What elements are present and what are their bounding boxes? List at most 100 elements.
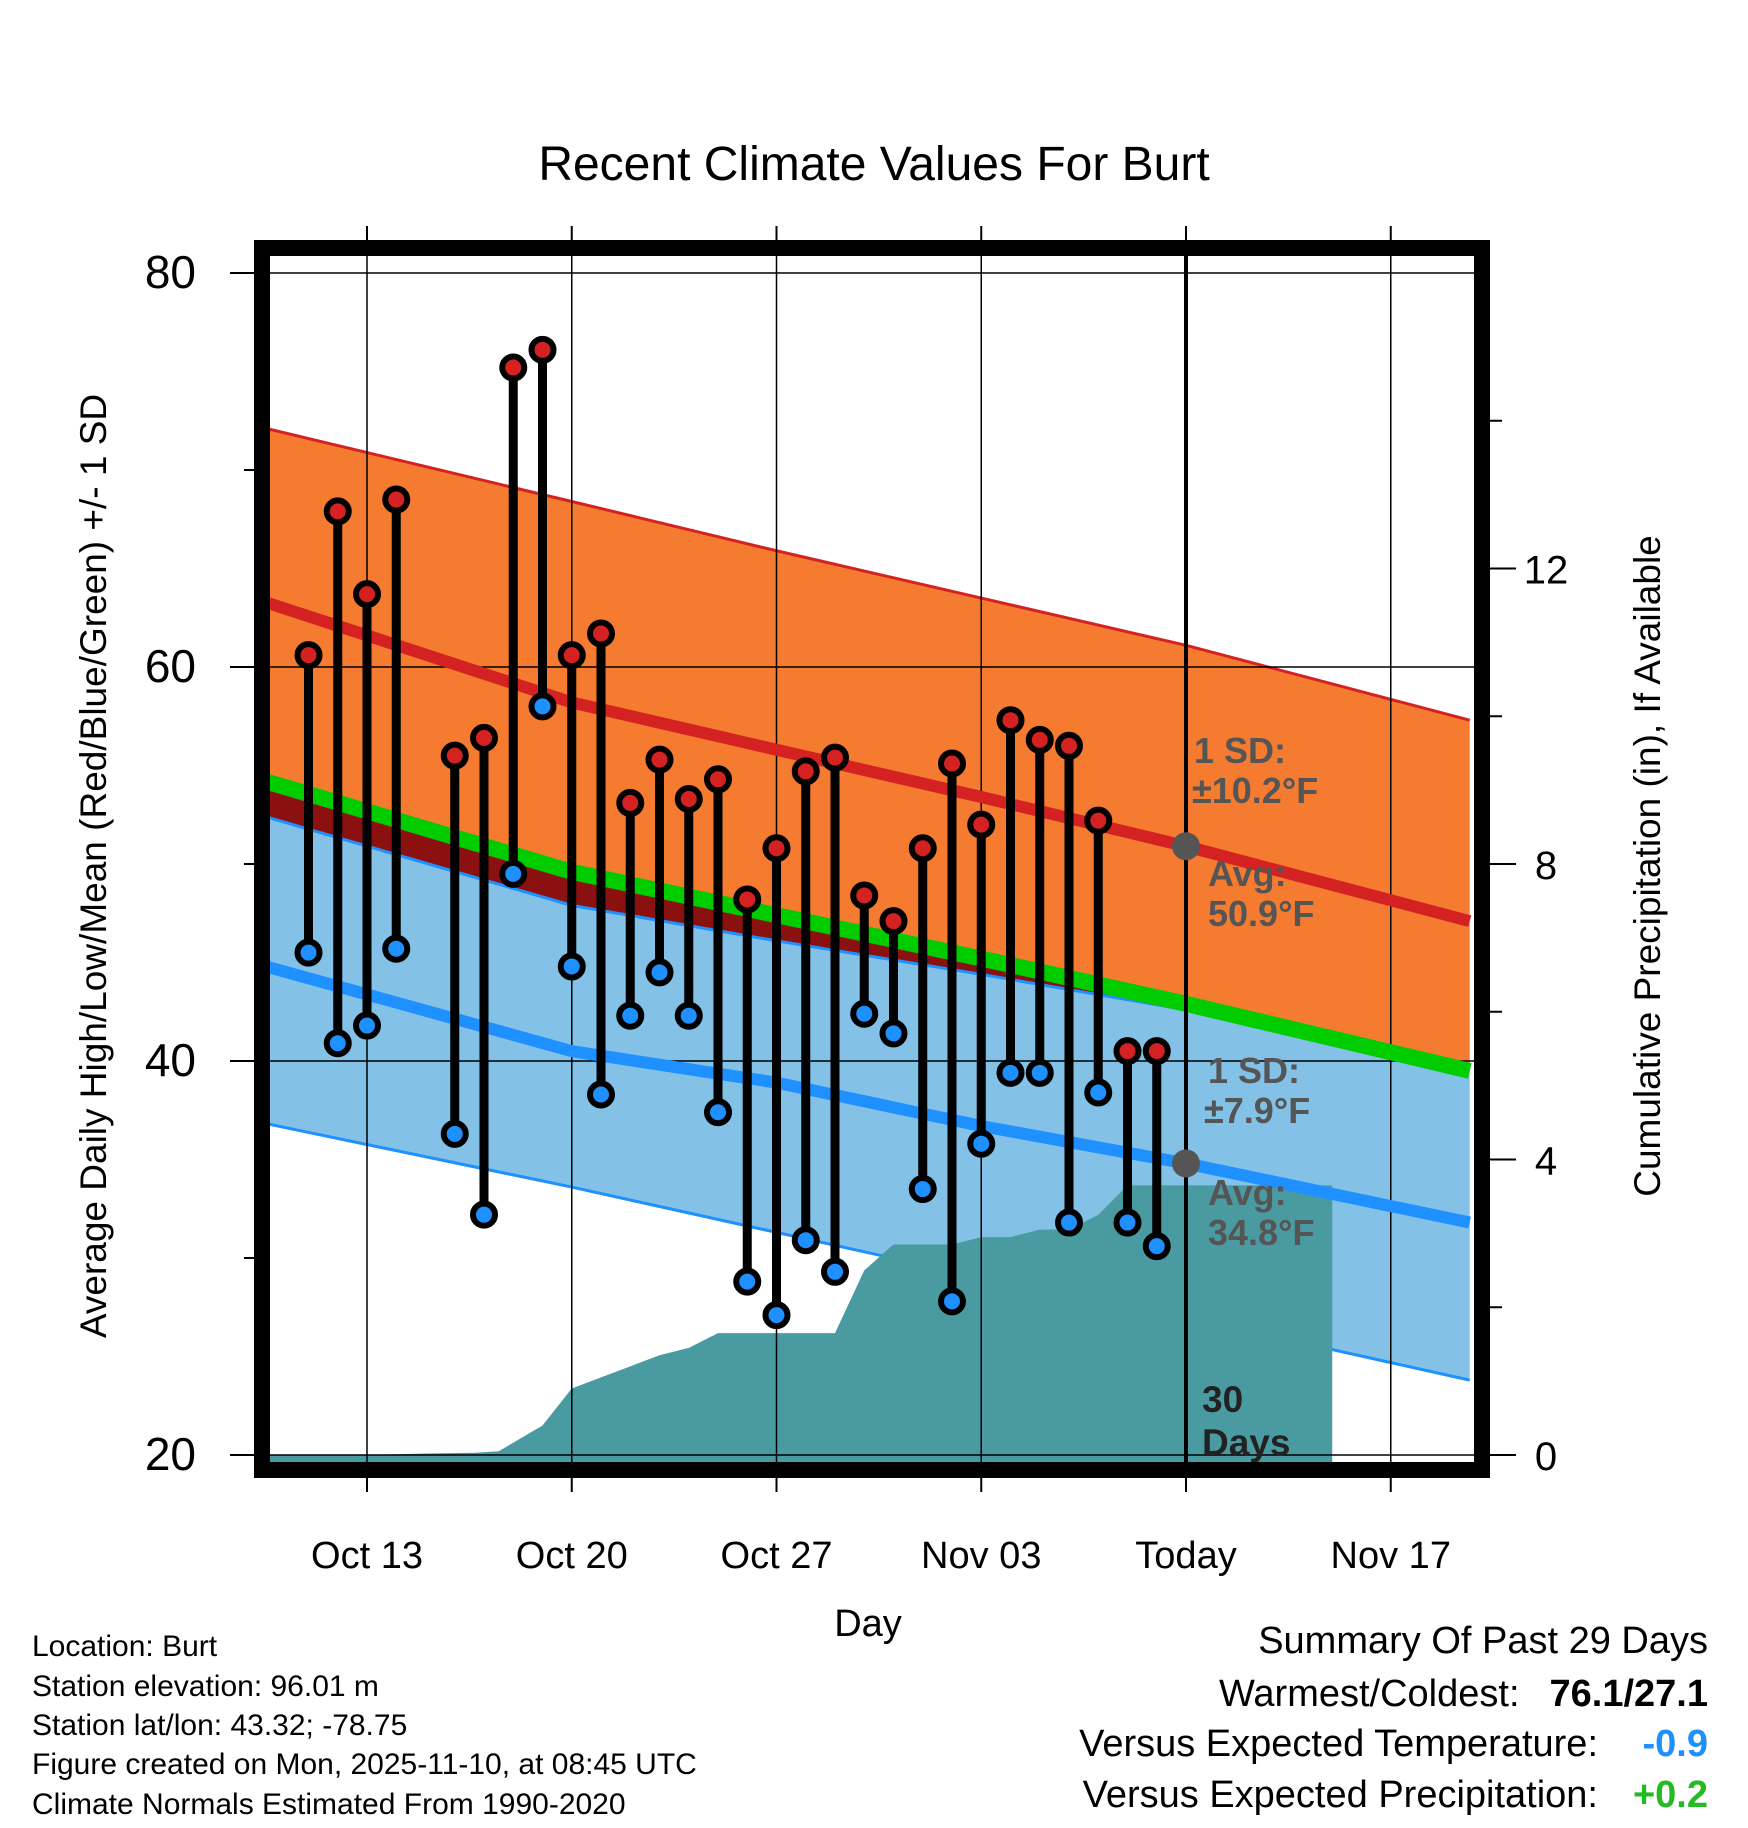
obs-high-point bbox=[674, 784, 703, 813]
window-number: 30 bbox=[1202, 1379, 1243, 1420]
temp-anomaly-label: Versus Expected Temperature: bbox=[1079, 1723, 1598, 1765]
summary-warmest-row: Warmest/Coldest: 76.1/27.1 bbox=[1219, 1673, 1708, 1716]
obs-high-point bbox=[323, 497, 352, 526]
obs-low-point bbox=[821, 1257, 849, 1286]
obs-high-point bbox=[557, 641, 586, 670]
obs-low-point bbox=[762, 1301, 791, 1330]
temp-anomaly-value: -0.9 bbox=[1642, 1723, 1708, 1765]
obs-high-point bbox=[616, 788, 645, 817]
obs-high-point bbox=[733, 885, 762, 914]
obs-low-point bbox=[528, 692, 557, 721]
obs-low-point bbox=[938, 1287, 966, 1316]
high-sd-label: 1 SD: bbox=[1194, 730, 1286, 771]
obs-high-point bbox=[1142, 1037, 1171, 1066]
obs-low-point bbox=[382, 934, 411, 963]
mean-normal-line bbox=[262, 771, 1472, 1079]
y-tick-label: 20 bbox=[145, 1428, 196, 1480]
obs-high-point bbox=[850, 881, 879, 910]
obs-high-point bbox=[1055, 731, 1083, 760]
y-tick-label: 40 bbox=[145, 1034, 196, 1086]
obs-low-point bbox=[967, 1129, 996, 1158]
x-tick-label: Oct 27 bbox=[721, 1535, 833, 1577]
high-avg-label: Avg: bbox=[1208, 853, 1287, 894]
obs-low-point bbox=[470, 1200, 498, 1229]
created-label: Figure created on Mon, 2025-11-10, at 08… bbox=[32, 1748, 697, 1781]
y2-tick-label: 4 bbox=[1535, 1140, 1557, 1184]
precip-area bbox=[262, 1185, 1333, 1470]
obs-high-point bbox=[294, 641, 323, 670]
high-avg-value: 50.9°F bbox=[1208, 893, 1314, 934]
obs-low-point bbox=[1084, 1078, 1113, 1107]
obs-low-point bbox=[616, 1001, 645, 1030]
obs-high-point bbox=[645, 745, 674, 774]
obs-low-point bbox=[791, 1226, 820, 1255]
y-tick-label: 80 bbox=[145, 246, 196, 298]
summary-precip-row: Versus Expected Precipitation: +0.2 bbox=[1083, 1774, 1708, 1817]
obs-low-point bbox=[499, 859, 528, 888]
latlon-label: Station lat/lon: 43.32; -78.75 bbox=[32, 1709, 408, 1742]
obs-high-point bbox=[762, 834, 791, 863]
y-axis-label: Average Daily High/Low/Mean (Red/Blue/Gr… bbox=[73, 394, 114, 1338]
obs-low-point bbox=[557, 952, 586, 981]
low-normal-line bbox=[262, 959, 1471, 1229]
obs-low-point bbox=[645, 958, 674, 987]
x-tick-label: Nov 17 bbox=[1331, 1535, 1451, 1577]
obs-low-point bbox=[323, 1029, 352, 1058]
high-normal-line bbox=[262, 594, 1472, 927]
x-axis-label: Day bbox=[834, 1603, 902, 1645]
y2-tick-label: 0 bbox=[1535, 1435, 1557, 1479]
plot-frame bbox=[254, 240, 1490, 1478]
high-sd-upper-edge bbox=[262, 425, 1471, 722]
obs-high-point bbox=[938, 749, 966, 778]
obs-low-point bbox=[1113, 1208, 1142, 1237]
low-sd-label: 1 SD: bbox=[1208, 1050, 1300, 1091]
window-label: Days bbox=[1202, 1422, 1290, 1463]
obs-low-point bbox=[908, 1175, 937, 1204]
obs-high-point bbox=[791, 757, 820, 786]
location-label: Location: Burt bbox=[32, 1630, 218, 1663]
high-sd-value: ±10.2°F bbox=[1192, 770, 1318, 811]
obs-low-point bbox=[879, 1019, 908, 1048]
y2-tick-label: 8 bbox=[1535, 844, 1557, 888]
x-tick-label: Oct 20 bbox=[516, 1535, 628, 1577]
high-sd-band bbox=[262, 427, 1470, 1071]
warmest-label: Warmest/Coldest: bbox=[1218, 1673, 1520, 1715]
precip-anomaly-value: +0.2 bbox=[1632, 1774, 1708, 1816]
today-high-normal-marker bbox=[1172, 832, 1200, 861]
obs-high-point bbox=[499, 353, 528, 382]
obs-high-point bbox=[382, 485, 411, 514]
obs-high-point bbox=[440, 741, 469, 770]
y2-axis-label: Cumulative Precipitation (in), If Availa… bbox=[1627, 535, 1668, 1197]
obs-high-point bbox=[821, 743, 849, 772]
obs-high-point bbox=[470, 723, 498, 752]
x-tick-label: Nov 03 bbox=[921, 1535, 1041, 1577]
obs-low-point bbox=[704, 1098, 732, 1127]
obs-low-point bbox=[1055, 1208, 1083, 1237]
low-avg-label: Avg: bbox=[1208, 1172, 1287, 1213]
obs-high-point bbox=[704, 765, 732, 794]
obs-high-point bbox=[908, 834, 937, 863]
obs-high-point bbox=[1025, 725, 1054, 754]
obs-low-point bbox=[294, 938, 323, 967]
obs-low-point bbox=[674, 1001, 703, 1030]
obs-low-point bbox=[440, 1119, 469, 1148]
y-tick-label: 60 bbox=[145, 640, 196, 692]
obs-low-point bbox=[353, 1011, 381, 1040]
today-low-normal-marker bbox=[1172, 1149, 1200, 1178]
obs-low-point bbox=[850, 999, 879, 1028]
obs-high-point bbox=[996, 706, 1025, 735]
obs-high-point bbox=[1084, 806, 1113, 835]
low-sd-value: ±7.9°F bbox=[1204, 1090, 1310, 1131]
x-tick-label: Oct 13 bbox=[311, 1535, 423, 1577]
warmest-value: 76.1/27.1 bbox=[1549, 1673, 1708, 1715]
obs-low-point bbox=[1025, 1058, 1054, 1087]
obs-high-point bbox=[587, 619, 615, 648]
summary-title: Summary Of Past 29 Days bbox=[1258, 1620, 1708, 1662]
y2-tick-label: 12 bbox=[1524, 549, 1569, 593]
obs-low-point bbox=[996, 1058, 1025, 1087]
normals-label: Climate Normals Estimated From 1990-2020 bbox=[32, 1788, 626, 1821]
obs-high-point bbox=[1113, 1037, 1142, 1066]
obs-low-point bbox=[733, 1267, 762, 1296]
obs-high-point bbox=[879, 907, 908, 936]
